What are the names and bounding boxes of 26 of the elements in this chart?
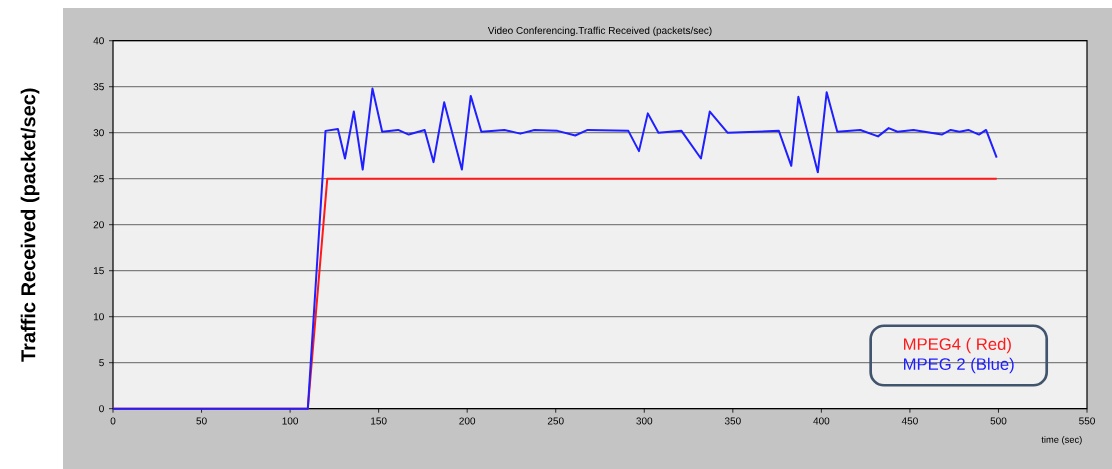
x-tick-label: 50 xyxy=(196,417,207,425)
x-axis-title: time (sec) xyxy=(1041,436,1082,445)
x-tick-label: 0 xyxy=(110,417,116,425)
y-tick-label: 5 xyxy=(99,359,104,367)
y-tick-label: 30 xyxy=(93,129,104,137)
y-tick-label: 35 xyxy=(93,83,104,91)
y-tick-label: 15 xyxy=(93,267,104,275)
x-tick-label: 200 xyxy=(459,417,476,425)
x-tick-label: 400 xyxy=(813,417,830,425)
y-axis-title: Traffic Received (packet/sec) xyxy=(20,88,40,362)
x-tick-label: 500 xyxy=(990,417,1007,425)
y-tick-label: 40 xyxy=(93,37,104,45)
x-tick-label: 300 xyxy=(636,417,653,425)
y-tick-label: 25 xyxy=(93,175,104,183)
y-tick-label: 0 xyxy=(99,405,104,413)
x-tick-label: 450 xyxy=(901,417,918,425)
chart-title: Video Conferencing.Traffic Received (packets/sec) xyxy=(487,26,712,36)
y-tick-label: 10 xyxy=(93,313,104,321)
x-tick-label: 150 xyxy=(371,417,387,425)
x-tick-label: 100 xyxy=(282,417,299,425)
x-tick-label: 350 xyxy=(724,417,741,425)
text: MPEG4 ( Red) xyxy=(904,337,1011,354)
text: MPEG 2 (Blue) xyxy=(904,357,1014,374)
x-tick-label: 550 xyxy=(1079,417,1095,425)
y-tick-label: 20 xyxy=(93,221,104,229)
x-tick-label: 250 xyxy=(547,417,564,425)
